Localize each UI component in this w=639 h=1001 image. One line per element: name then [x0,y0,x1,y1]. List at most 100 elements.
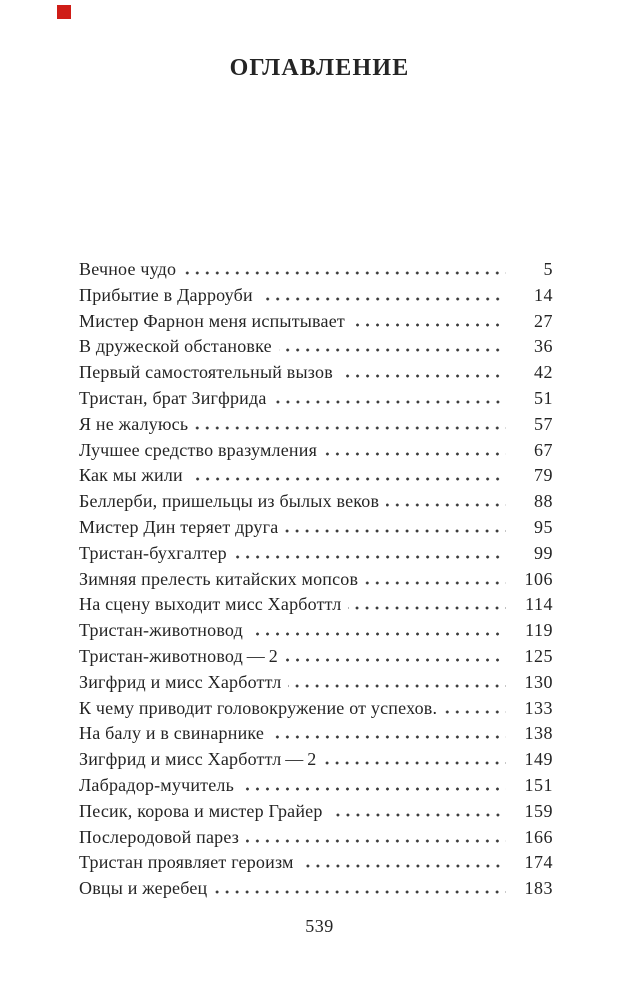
toc-entry: Лучшее средство вразумления 67 [79,438,553,464]
dot-leader [348,606,506,611]
dot-leader [241,786,506,791]
dot-leader [189,477,506,482]
toc-entry-title: Зимняя прелесть китайских мопсов [79,568,359,589]
toc-entry-title: Прибытие в Дарроуби [79,284,253,305]
toc-entry-title: Как мы жили [79,465,183,486]
red-marker-square [57,5,71,19]
toc-entry-title: Тристан, брат Зигфрида [79,387,267,408]
toc-entry: Первый самостоятельный вызов 42 [79,360,553,386]
toc-entry-page: 119 [525,620,553,641]
toc-entry: Мистер Дин теряет друга 95 [79,515,553,541]
toc-entry-title: На балу и в свинарнике [79,723,265,744]
dot-leader [329,812,506,817]
toc-entry-page: 138 [524,723,553,744]
toc-entry: Тристан-бухгалтер 99 [79,541,553,567]
toc-entry-page: 106 [524,568,553,589]
toc-entry-title: Тристан-бухгалтер [79,542,227,563]
toc-entry-page: 183 [524,878,553,899]
dot-leader [365,580,506,585]
dot-leader [284,657,506,662]
dot-leader [273,399,506,404]
toc-entry-title: К чему приводит головокружение от успехо… [79,697,438,718]
toc-entry-title: Беллерби, пришельцы из былых веков [79,491,380,512]
toc-entry-title: Лабрадор-мучитель [79,774,235,795]
toc-entry: На сцену выходит мисс Харботтл 114 [79,592,553,618]
toc-entry: Тристан, брат Зигфрида 51 [79,386,553,412]
dot-leader [288,683,506,688]
dot-leader [246,838,506,843]
toc-entry-page: 42 [534,362,553,383]
toc-entry: Песик, корова и мистер Грайер 159 [79,799,553,825]
dot-leader [351,322,506,327]
toc-entry: Овцы и жеребец 183 [79,876,553,902]
toc-entry-page: 57 [534,413,553,434]
toc-entry-page: 149 [524,749,553,770]
toc-entry-title: Тристан-животновод — 2 [79,645,278,666]
toc-entry: В дружеской обстановке 36 [79,334,553,360]
toc-entry: Тристан-животновод 119 [79,618,553,644]
dot-leader [183,271,506,275]
toc-entry-page: 166 [524,826,553,847]
toc-entry-page: 27 [534,310,553,331]
toc-entry-page: 67 [534,439,553,460]
dot-leader [285,528,506,533]
dot-leader [233,554,506,559]
toc-entry-page: 125 [524,645,553,666]
toc-entry-title: В дружеской обстановке [79,336,272,357]
dot-leader [324,451,506,456]
toc-entry-page: 114 [525,594,553,615]
toc-entry-title: Мистер Фарнон меня испытывает [79,310,345,331]
toc-entry: Зигфрид и мисс Харботтл 130 [79,670,553,696]
toc-entry-page: 99 [534,542,553,563]
dot-leader [300,864,506,869]
toc-entry-title: Тристан-животновод [79,620,243,641]
toc-entry: Зимняя прелесть китайских мопсов 106 [79,567,553,593]
toc-entry-title: Я не жалуюсь [79,413,189,434]
toc-entry: Мистер Фарнон меня испытывает 27 [79,309,553,335]
toc-entry: Беллерби, пришельцы из былых веков 88 [79,489,553,515]
folio-page-number: 539 [305,916,334,936]
toc-entry: К чему приводит головокружение от успехо… [79,696,553,722]
dot-leader [195,425,506,430]
toc-entry-page: 36 [534,336,553,357]
toc-entry: Прибытие в Дарроуби 14 [79,283,553,309]
toc-entry: Я не жалуюсь 57 [79,412,553,438]
toc-entry: Лабрадор-мучитель 151 [79,773,553,799]
toc-entry: На балу и в свинарнике 138 [79,721,553,747]
toc-entry-title: Первый самостоятельный вызов [79,362,333,383]
page-title: ОГЛАВЛЕНИЕ [229,55,410,81]
toc-entry: Послеродовой парез 166 [79,825,553,851]
dot-leader [386,503,506,508]
dot-leader [444,709,506,714]
toc-entry-page: 51 [534,387,553,408]
dot-leader [323,761,506,766]
toc-entry-title: Тристан проявляет героизм [79,852,294,873]
table-of-contents: Вечное чудо 5 Прибытие в Дарроуби 14 Мистер … [79,257,553,902]
toc-entry-title: Вечное чудо [79,259,177,279]
toc-entry-page: 130 [524,671,553,692]
toc-entry-title: Мистер Дин теряет друга [79,516,279,537]
toc-entry: Тристан-животновод — 2 125 [79,644,553,670]
dot-leader [271,735,506,740]
toc-entry-page: 159 [524,800,553,821]
toc-entry-page: 174 [524,852,553,873]
toc-entry: Вечное чудо 5 [79,257,553,283]
dot-leader [278,348,506,353]
dot-leader [339,374,506,379]
dot-leader [259,296,506,301]
toc-entry-title: Зигфрид и мисс Харботтл — 2 [79,749,317,770]
toc-entry-page: 133 [524,697,553,718]
toc-entry-page: 14 [534,284,553,305]
toc-entry: Тристан проявляет героизм 174 [79,850,553,876]
toc-entry-page: 88 [534,491,553,512]
toc-entry-page: 151 [524,774,553,795]
toc-entry-page: 79 [534,465,553,486]
toc-entry: Как мы жили 79 [79,463,553,489]
toc-entry: Зигфрид и мисс Харботтл — 2 149 [79,747,553,773]
toc-entry-title: Овцы и жеребец [79,878,208,899]
toc-entry-page: 5 [543,259,553,279]
dot-leader [214,890,506,895]
toc-entry-title: Послеродовой парез [79,826,240,847]
dot-leader [249,632,506,637]
